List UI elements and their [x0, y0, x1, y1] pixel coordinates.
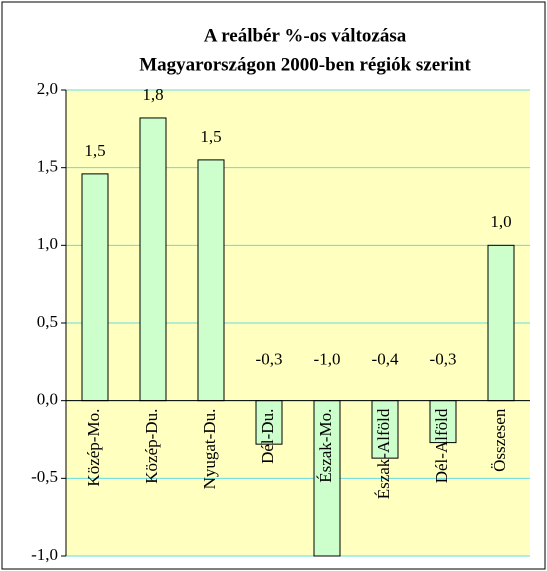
- chart-title: A reálbér %-os változása: [204, 25, 407, 46]
- bar: [371, 400, 399, 459]
- bar: [81, 173, 109, 402]
- bar: [139, 117, 167, 402]
- x-tick-label: Összesen: [490, 408, 509, 472]
- bar: [429, 400, 457, 444]
- x-tick-label: Észak-Mo.: [316, 409, 335, 483]
- bar: [255, 400, 283, 445]
- chart-title: Magyarországon 2000-ben régiók szerint: [139, 54, 471, 75]
- x-tick-label: Észak-Alföld: [374, 408, 393, 499]
- x-tick-label: Dél-Alföld: [432, 408, 451, 483]
- y-tick-label: 0,5: [37, 312, 58, 331]
- x-tick-label: Közép-Mo.: [84, 409, 103, 487]
- x-tick-label: Közép-Du.: [142, 409, 161, 484]
- data-label: 1,8: [142, 85, 163, 104]
- data-label: -0,4: [372, 350, 399, 369]
- y-tick-label: 0,0: [37, 390, 58, 409]
- bar: [487, 244, 515, 402]
- data-label: 1,5: [84, 141, 105, 160]
- data-label: -1,0: [314, 350, 341, 369]
- x-tick-label: Nyugat-Du.: [200, 409, 219, 490]
- x-tick-label: Dél-Du.: [258, 409, 277, 464]
- y-tick-label: 1,5: [37, 157, 58, 176]
- data-label: 1,0: [490, 212, 511, 231]
- bar: [313, 400, 341, 557]
- bar: [197, 159, 225, 402]
- data-label: -0,3: [430, 350, 457, 369]
- y-tick-label: -1,0: [31, 545, 58, 564]
- data-label: -0,3: [256, 350, 283, 369]
- y-tick-label: 1,0: [37, 234, 58, 253]
- y-tick-label: -0,5: [31, 467, 58, 486]
- y-tick-label: 2,0: [37, 79, 58, 98]
- data-label: 1,5: [200, 127, 221, 146]
